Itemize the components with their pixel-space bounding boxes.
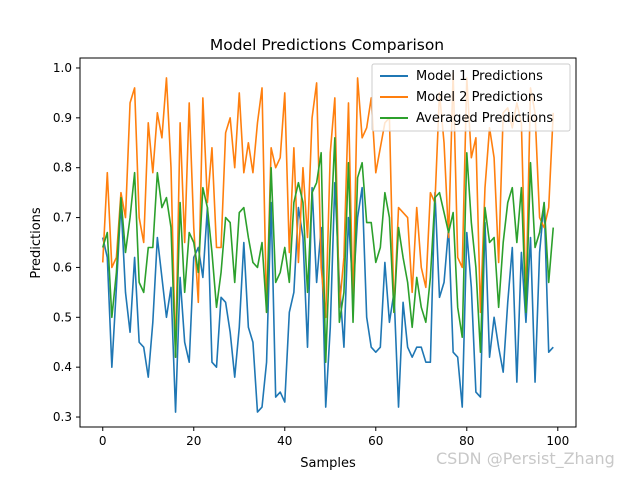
x-tick-label: 40 — [277, 434, 292, 448]
y-axis: 0.3 0.4 0.5 0.6 0.7 0.8 0.9 1.0 — [53, 61, 80, 424]
legend-box — [371, 63, 571, 132]
plot-lines — [101, 72, 555, 413]
x-tick-label: 20 — [186, 434, 201, 448]
y-tick-label: 0.8 — [53, 161, 72, 175]
x-axis: 0 20 40 60 80 100 — [99, 427, 569, 448]
watermark: CSDN @Persist_Zhang — [436, 449, 615, 468]
series-line-1 — [101, 181, 554, 413]
series-line-3 — [101, 136, 555, 363]
chart-title: Model Predictions Comparison — [210, 36, 444, 54]
x-axis-label: Samples — [300, 456, 356, 471]
y-axis-label: Predictions — [29, 207, 44, 279]
legend-label-model-1: Model 1 Predictions — [416, 69, 543, 84]
y-tick-label: 0.3 — [53, 410, 72, 424]
y-tick-label: 1.0 — [53, 61, 72, 75]
y-tick-label: 0.7 — [53, 211, 72, 225]
y-tick-label: 0.5 — [53, 310, 72, 324]
y-tick-label: 0.9 — [53, 111, 72, 125]
legend-label-model-2: Model 2 Predictions — [416, 90, 543, 105]
x-tick-label: 80 — [459, 434, 474, 448]
legend: Model 1 Predictions Model 2 Predictions … — [371, 63, 571, 132]
x-tick-label: 100 — [546, 434, 569, 448]
y-tick-label: 0.4 — [53, 360, 72, 374]
x-tick-label: 60 — [368, 434, 383, 448]
y-tick-label: 0.6 — [53, 260, 72, 274]
plot-area-frame — [79, 57, 577, 428]
legend-label-averaged: Averaged Predictions — [416, 111, 553, 126]
series-line-2 — [101, 72, 555, 358]
x-tick-label: 0 — [99, 434, 107, 448]
